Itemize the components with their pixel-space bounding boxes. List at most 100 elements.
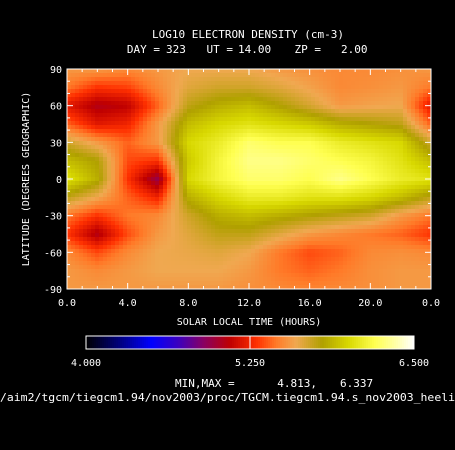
heatmap-cell: [311, 277, 316, 282]
heatmap-cell: [263, 85, 268, 90]
heatmap-cell: [211, 209, 216, 214]
heatmap-cell: [319, 265, 324, 270]
heatmap-cell: [303, 197, 308, 202]
heatmap-cell: [347, 125, 352, 130]
heatmap-cell: [151, 261, 156, 266]
heatmap-cell: [323, 109, 328, 114]
heatmap-cell: [303, 205, 308, 210]
heatmap-cell: [271, 129, 276, 134]
heatmap-cell: [363, 249, 368, 254]
heatmap-cell: [255, 129, 260, 134]
heatmap-cell: [271, 89, 276, 94]
heatmap-cell: [99, 125, 104, 130]
heatmap-cell: [147, 177, 152, 182]
heatmap-cell: [151, 157, 156, 162]
heatmap-cell: [323, 105, 328, 110]
heatmap-cell: [215, 229, 220, 234]
heatmap-cell: [243, 205, 248, 210]
heatmap-cell: [203, 233, 208, 238]
heatmap-cell: [219, 177, 224, 182]
heatmap-cell: [363, 133, 368, 138]
heatmap-cell: [347, 113, 352, 118]
heatmap-cell: [287, 233, 292, 238]
heatmap-cell: [67, 245, 72, 250]
heatmap-cell: [119, 141, 124, 146]
heatmap-cell: [239, 249, 244, 254]
heatmap-cell: [347, 205, 352, 210]
heatmap-cell: [423, 141, 428, 146]
heatmap-cell: [115, 285, 120, 289]
heatmap-cell: [115, 101, 120, 106]
heatmap-cell: [415, 145, 420, 150]
heatmap-cell: [367, 193, 372, 198]
heatmap-cell: [323, 273, 328, 278]
heatmap-cell: [183, 157, 188, 162]
heatmap-cell: [227, 77, 232, 82]
heatmap-cell: [395, 197, 400, 202]
heatmap-cell: [67, 273, 72, 278]
heatmap-cell: [395, 269, 400, 274]
heatmap-cell: [87, 205, 92, 210]
heatmap-cell: [199, 281, 204, 286]
heatmap-cell: [159, 77, 164, 82]
heatmap-cell: [267, 133, 272, 138]
heatmap-cell: [299, 189, 304, 194]
heatmap-cell: [239, 285, 244, 289]
heatmap-cell: [135, 129, 140, 134]
heatmap-cell: [215, 197, 220, 202]
heatmap-cell: [279, 161, 284, 166]
heatmap-cell: [247, 121, 252, 126]
heatmap-cell: [427, 97, 431, 102]
heatmap-cell: [75, 141, 80, 146]
heatmap-cell: [95, 269, 100, 274]
heatmap-cell: [203, 277, 208, 282]
heatmap-cell: [83, 177, 88, 182]
heatmap-cell: [191, 261, 196, 266]
heatmap-cell: [163, 229, 168, 234]
heatmap-cell: [115, 169, 120, 174]
heatmap-cell: [375, 153, 380, 158]
heatmap-cell: [91, 77, 96, 82]
heatmap-cell: [243, 237, 248, 242]
heatmap-cell: [127, 121, 132, 126]
heatmap-cell: [423, 217, 428, 222]
heatmap-cell: [155, 85, 160, 90]
heatmap-cell: [299, 253, 304, 258]
heatmap-cell: [103, 189, 108, 194]
heatmap-cell: [99, 101, 104, 106]
heatmap-cell: [335, 149, 340, 154]
heatmap-cell: [347, 277, 352, 282]
heatmap-cell: [375, 137, 380, 142]
heatmap-cell: [327, 177, 332, 182]
heatmap-cell: [183, 213, 188, 218]
heatmap-cell: [115, 269, 120, 274]
heatmap-cell: [427, 81, 431, 86]
heatmap-cell: [415, 149, 420, 154]
heatmap-cell: [207, 101, 212, 106]
heatmap-cell: [135, 113, 140, 118]
heatmap-cell: [175, 97, 180, 102]
heatmap-cell: [415, 121, 420, 126]
heatmap-cell: [383, 173, 388, 178]
heatmap-cell: [159, 69, 164, 74]
heatmap-cell: [415, 69, 420, 74]
heatmap-cell: [419, 77, 424, 82]
heatmap-cell: [419, 197, 424, 202]
heatmap-cell: [211, 253, 216, 258]
heatmap-cell: [415, 233, 420, 238]
heatmap-cell: [363, 217, 368, 222]
heatmap-cell: [187, 97, 192, 102]
heatmap-cell: [207, 117, 212, 122]
heatmap-cell: [359, 105, 364, 110]
heatmap-cell: [331, 241, 336, 246]
heatmap-cell: [79, 249, 84, 254]
heatmap-cell: [355, 101, 360, 106]
heatmap-cell: [155, 133, 160, 138]
heatmap-cell: [239, 173, 244, 178]
heatmap-cell: [191, 249, 196, 254]
heatmap-cell: [227, 137, 232, 142]
heatmap-cell: [427, 229, 431, 234]
heatmap-cell: [243, 281, 248, 286]
heatmap-cell: [91, 225, 96, 230]
heatmap-cell: [355, 69, 360, 74]
